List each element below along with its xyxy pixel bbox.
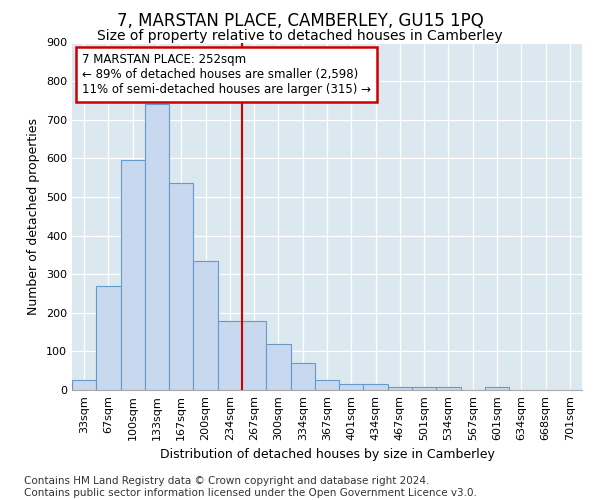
Bar (266, 344, 290, 390)
Bar (290, 363, 315, 390)
Bar (96, 286, 121, 390)
Text: Size of property relative to detached houses in Camberley: Size of property relative to detached ho… (97, 29, 503, 43)
Bar (121, 160, 145, 390)
Bar (242, 320, 266, 390)
Bar (169, 184, 193, 390)
Bar (72, 380, 96, 390)
Bar (412, 387, 436, 390)
Bar (388, 387, 412, 390)
Bar (315, 380, 339, 390)
Text: 7 MARSTAN PLACE: 252sqm
← 89% of detached houses are smaller (2,598)
11% of semi: 7 MARSTAN PLACE: 252sqm ← 89% of detache… (82, 53, 371, 96)
Text: 7, MARSTAN PLACE, CAMBERLEY, GU15 1PQ: 7, MARSTAN PLACE, CAMBERLEY, GU15 1PQ (116, 12, 484, 30)
Bar (145, 104, 169, 390)
Bar (436, 387, 461, 390)
X-axis label: Distribution of detached houses by size in Camberley: Distribution of detached houses by size … (160, 448, 494, 461)
Bar (339, 384, 364, 390)
Y-axis label: Number of detached properties: Number of detached properties (28, 118, 40, 315)
Bar (364, 384, 388, 390)
Text: Contains HM Land Registry data © Crown copyright and database right 2024.
Contai: Contains HM Land Registry data © Crown c… (24, 476, 477, 498)
Bar (193, 260, 218, 390)
Bar (485, 387, 509, 390)
Bar (218, 320, 242, 390)
